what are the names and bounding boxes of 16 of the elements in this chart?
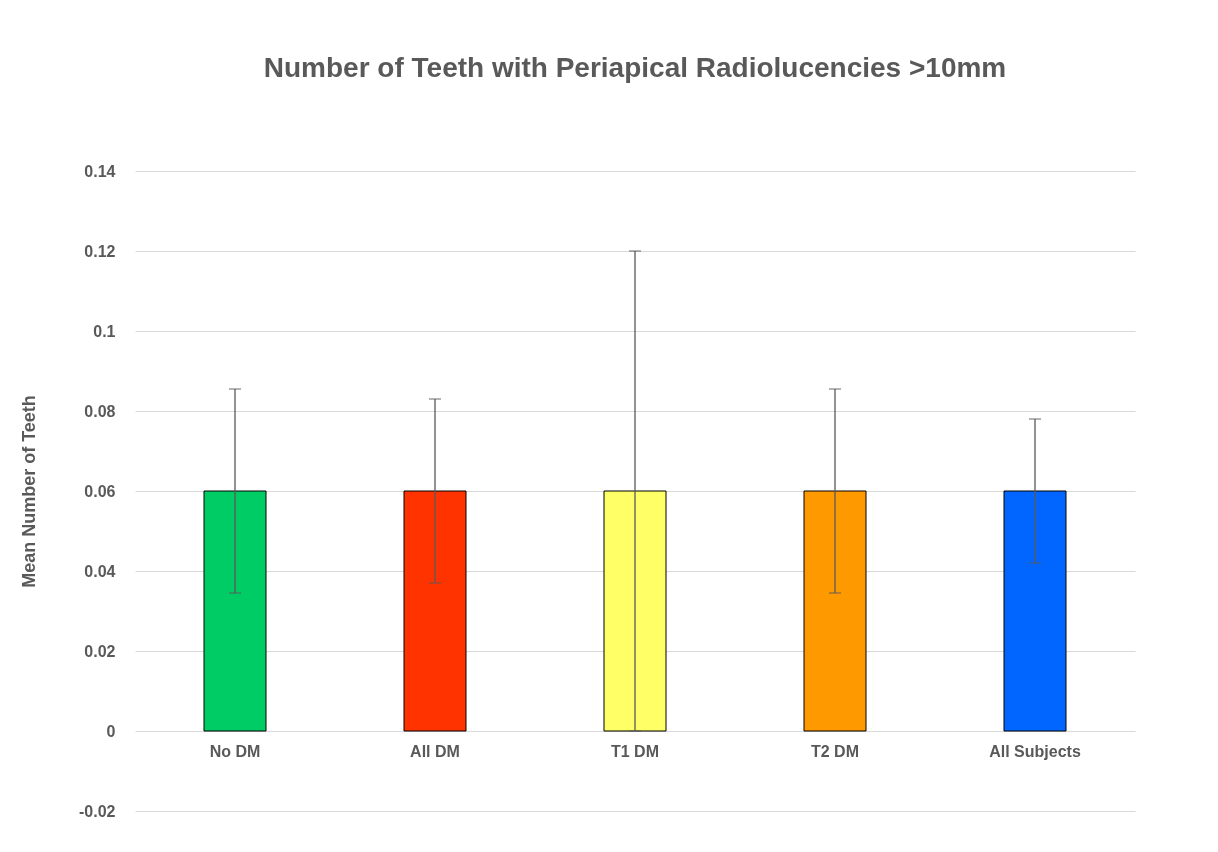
y-tick-label: 0.14 <box>84 162 116 180</box>
x-tick-label: All Subjects <box>989 742 1081 760</box>
y-tick-label: 0.02 <box>84 642 116 660</box>
y-tick-label: 0.06 <box>84 482 116 500</box>
y-tick-label: 0 <box>106 722 116 740</box>
x-tick-label: No DM <box>209 742 261 760</box>
chart-title: Number of Teeth with Periapical Radiolucencies >10mm <box>263 52 1007 83</box>
y-axis-title: Mean Number of Teeth <box>19 395 40 588</box>
y-tick-label: 0.12 <box>84 242 116 260</box>
x-tick-label: All DM <box>410 742 460 760</box>
x-tick-label: T2 DM <box>811 742 859 760</box>
y-tick-label: 0.08 <box>84 402 116 420</box>
x-tick-label: T1 DM <box>611 742 659 760</box>
y-tick-label: 0.1 <box>93 322 116 340</box>
y-tick-label: -0.02 <box>79 802 116 820</box>
y-tick-label: 0.04 <box>84 562 116 580</box>
